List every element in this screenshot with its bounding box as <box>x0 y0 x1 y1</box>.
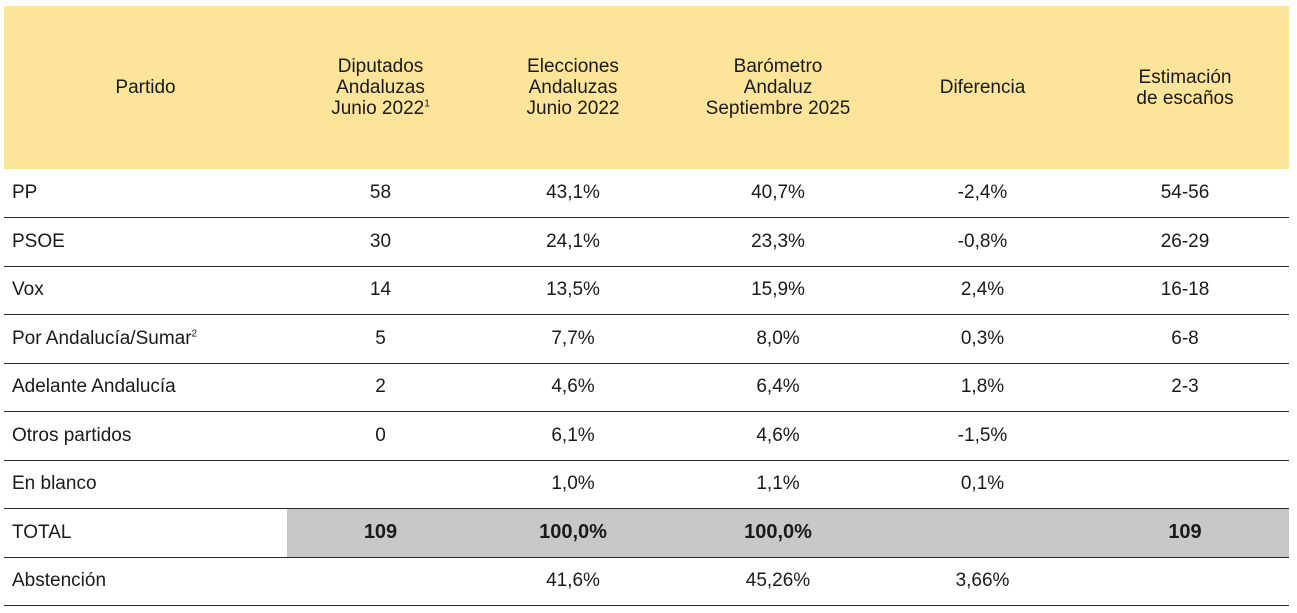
party-name: Por Andalucía/Sumar2 <box>12 327 198 349</box>
barometro-cell: 40,7% <box>751 182 805 203</box>
diferencia-cell: 3,66% <box>955 570 1010 592</box>
elecciones-cell: 7,7% <box>551 327 595 349</box>
abstencion-label: Abstención <box>12 570 107 592</box>
table-row: PP 58 43,1% 40,7% -2,4% 54-56 <box>4 169 1289 218</box>
total-barometro: 100,0% <box>672 508 884 557</box>
diputados-cell: 2 <box>375 376 386 398</box>
diferencia-cell: 0,1% <box>960 473 1005 495</box>
header-row: Partido Diputados Andaluzas Junio 20221 … <box>4 6 1289 169</box>
header-diputados: Diputados Andaluzas Junio 20221 <box>287 6 474 169</box>
total-row: TOTAL 109 100,0% 100,0% 109 <box>4 508 1289 557</box>
barometro-cell: 45,26% <box>745 570 811 592</box>
table-row: Otros partidos 0 6,1% 4,6% -1,5% <box>4 412 1289 461</box>
total-estimacion: 109 <box>1081 508 1289 557</box>
header-diferencia: Diferencia <box>884 6 1081 169</box>
barometro-cell: 6,4% <box>756 376 800 398</box>
barometro-cell: 4,6% <box>756 424 800 446</box>
total-diputados: 109 <box>287 508 474 557</box>
party-name: Adelante Andalucía <box>12 376 176 398</box>
diputados-cell: 5 <box>375 327 386 349</box>
total-diferencia <box>884 508 1081 557</box>
diputados-cell: 58 <box>369 182 392 203</box>
diferencia-cell: 2,4% <box>960 279 1005 301</box>
party-name: En blanco <box>12 473 97 495</box>
estimacion-cell: 2-3 <box>1171 376 1199 398</box>
barometro-cell: 15,9% <box>751 279 805 301</box>
diferencia-cell: -2,4% <box>957 182 1008 203</box>
estimacion-cell: 6-8 <box>1171 327 1199 349</box>
election-results-table: Partido Diputados Andaluzas Junio 20221 … <box>4 6 1289 606</box>
barometro-cell: 1,1% <box>756 473 800 495</box>
table-body: PP 58 43,1% 40,7% -2,4% 54-56 PSOE 30 24… <box>4 169 1289 606</box>
party-name: PSOE <box>12 230 65 252</box>
abstencion-row: Abstención 41,6% 45,26% 3,66% <box>4 557 1289 606</box>
footnote-marker: 1 <box>424 98 430 110</box>
diputados-cell: 14 <box>369 279 392 301</box>
diputados-cell: 30 <box>369 230 392 252</box>
diputados-cell <box>287 557 474 606</box>
diferencia-cell: 1,8% <box>960 376 1005 398</box>
total-label: TOTAL <box>12 521 72 543</box>
estimacion-cell: 26-29 <box>1160 230 1210 252</box>
total-elecciones: 100,0% <box>474 508 672 557</box>
header-partido: Partido <box>4 6 287 169</box>
header-elecciones: Elecciones Andaluzas Junio 2022 <box>474 6 672 169</box>
estimacion-cell <box>1081 460 1289 509</box>
diputados-cell: 0 <box>375 424 386 446</box>
table-row: Adelante Andalucía 2 4,6% 6,4% 1,8% 2-3 <box>4 363 1289 412</box>
table-row: PSOE 30 24,1% 23,3% -0,8% 26-29 <box>4 218 1289 266</box>
footnote-marker: 2 <box>191 328 198 340</box>
barometro-cell: 23,3% <box>751 230 805 252</box>
diputados-cell <box>287 460 474 509</box>
table-row: Vox 14 13,5% 15,9% 2,4% 16-18 <box>4 266 1289 315</box>
party-name: Otros partidos <box>12 424 132 446</box>
elecciones-cell: 4,6% <box>551 376 595 398</box>
estimacion-cell: 16-18 <box>1160 279 1210 301</box>
party-name: Vox <box>12 279 44 301</box>
table-row: Por Andalucía/Sumar2 5 7,7% 8,0% 0,3% 6-… <box>4 315 1289 363</box>
header-estimacion: Estimación de escaños <box>1081 6 1289 169</box>
elecciones-cell: 13,5% <box>546 279 600 301</box>
table-header: Partido Diputados Andaluzas Junio 20221 … <box>4 6 1289 169</box>
diferencia-cell: -0,8% <box>957 230 1008 252</box>
header-barometro: Barómetro Andaluz Septiembre 2025 <box>672 6 884 169</box>
barometro-cell: 8,0% <box>756 327 800 349</box>
party-name: PP <box>12 182 38 203</box>
table-row: En blanco 1,0% 1,1% 0,1% <box>4 460 1289 509</box>
elecciones-cell: 41,6% <box>546 570 600 592</box>
elecciones-cell: 6,1% <box>551 424 595 446</box>
diferencia-cell: 0,3% <box>960 327 1005 349</box>
elecciones-cell: 1,0% <box>551 473 595 495</box>
estimacion-cell: 54-56 <box>1160 182 1210 203</box>
diferencia-cell: -1,5% <box>957 424 1008 446</box>
estimacion-cell <box>1081 557 1289 606</box>
elecciones-cell: 24,1% <box>546 230 600 252</box>
estimacion-cell <box>1081 412 1289 461</box>
elecciones-cell: 43,1% <box>546 182 600 203</box>
